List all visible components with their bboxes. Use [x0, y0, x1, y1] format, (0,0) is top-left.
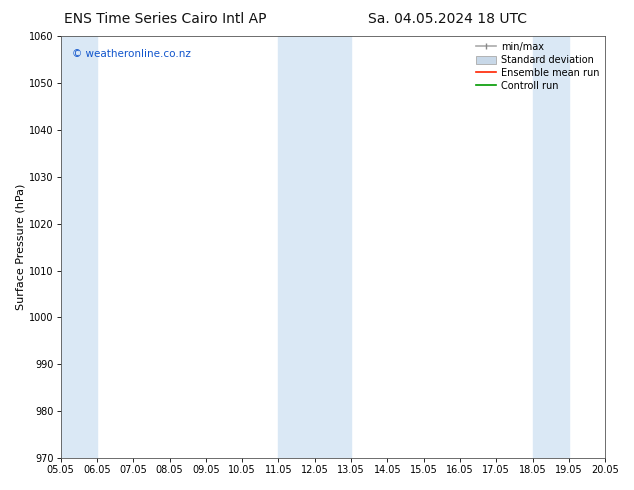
Y-axis label: Surface Pressure (hPa): Surface Pressure (hPa): [15, 184, 25, 310]
Text: ENS Time Series Cairo Intl AP: ENS Time Series Cairo Intl AP: [64, 12, 266, 26]
Bar: [533, 36, 569, 458]
Legend: min/max, Standard deviation, Ensemble mean run, Controll run: min/max, Standard deviation, Ensemble me…: [472, 38, 603, 95]
Text: Sa. 04.05.2024 18 UTC: Sa. 04.05.2024 18 UTC: [368, 12, 527, 26]
Bar: [61, 36, 97, 458]
Bar: [278, 36, 351, 458]
Text: © weatheronline.co.nz: © weatheronline.co.nz: [72, 49, 190, 59]
